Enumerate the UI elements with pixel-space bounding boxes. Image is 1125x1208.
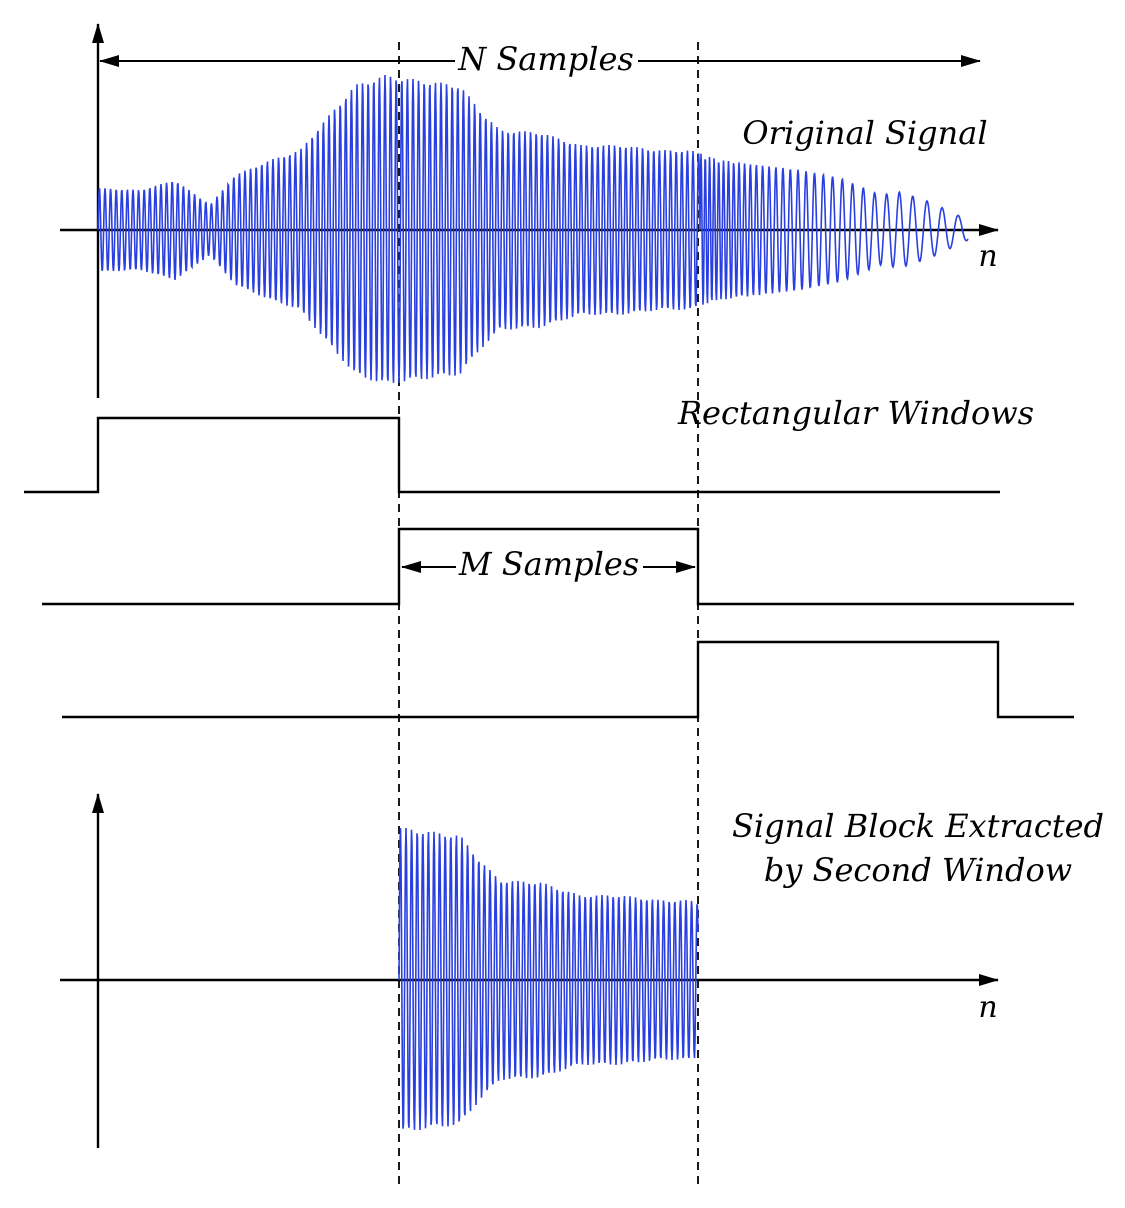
window-2	[42, 527, 1074, 606]
bottom-axis-n-label: n	[978, 990, 997, 1025]
top-axis-n-label: n	[978, 239, 997, 274]
original-signal-waveform	[97, 74, 969, 384]
extracted-label-line1: Signal Block Extracted	[732, 807, 1104, 845]
extracted-label-line2: by Second Window	[764, 851, 1072, 889]
rectangular-windows-label: Rectangular Windows	[677, 394, 1034, 432]
window-3	[62, 640, 1074, 719]
m-samples-label: M Samples	[458, 545, 639, 583]
window-1	[24, 416, 1000, 494]
extracted-signal-block-waveform	[398, 827, 699, 1131]
original-signal-label: Original Signal	[742, 114, 987, 152]
n-samples-label: N Samples	[457, 40, 634, 78]
